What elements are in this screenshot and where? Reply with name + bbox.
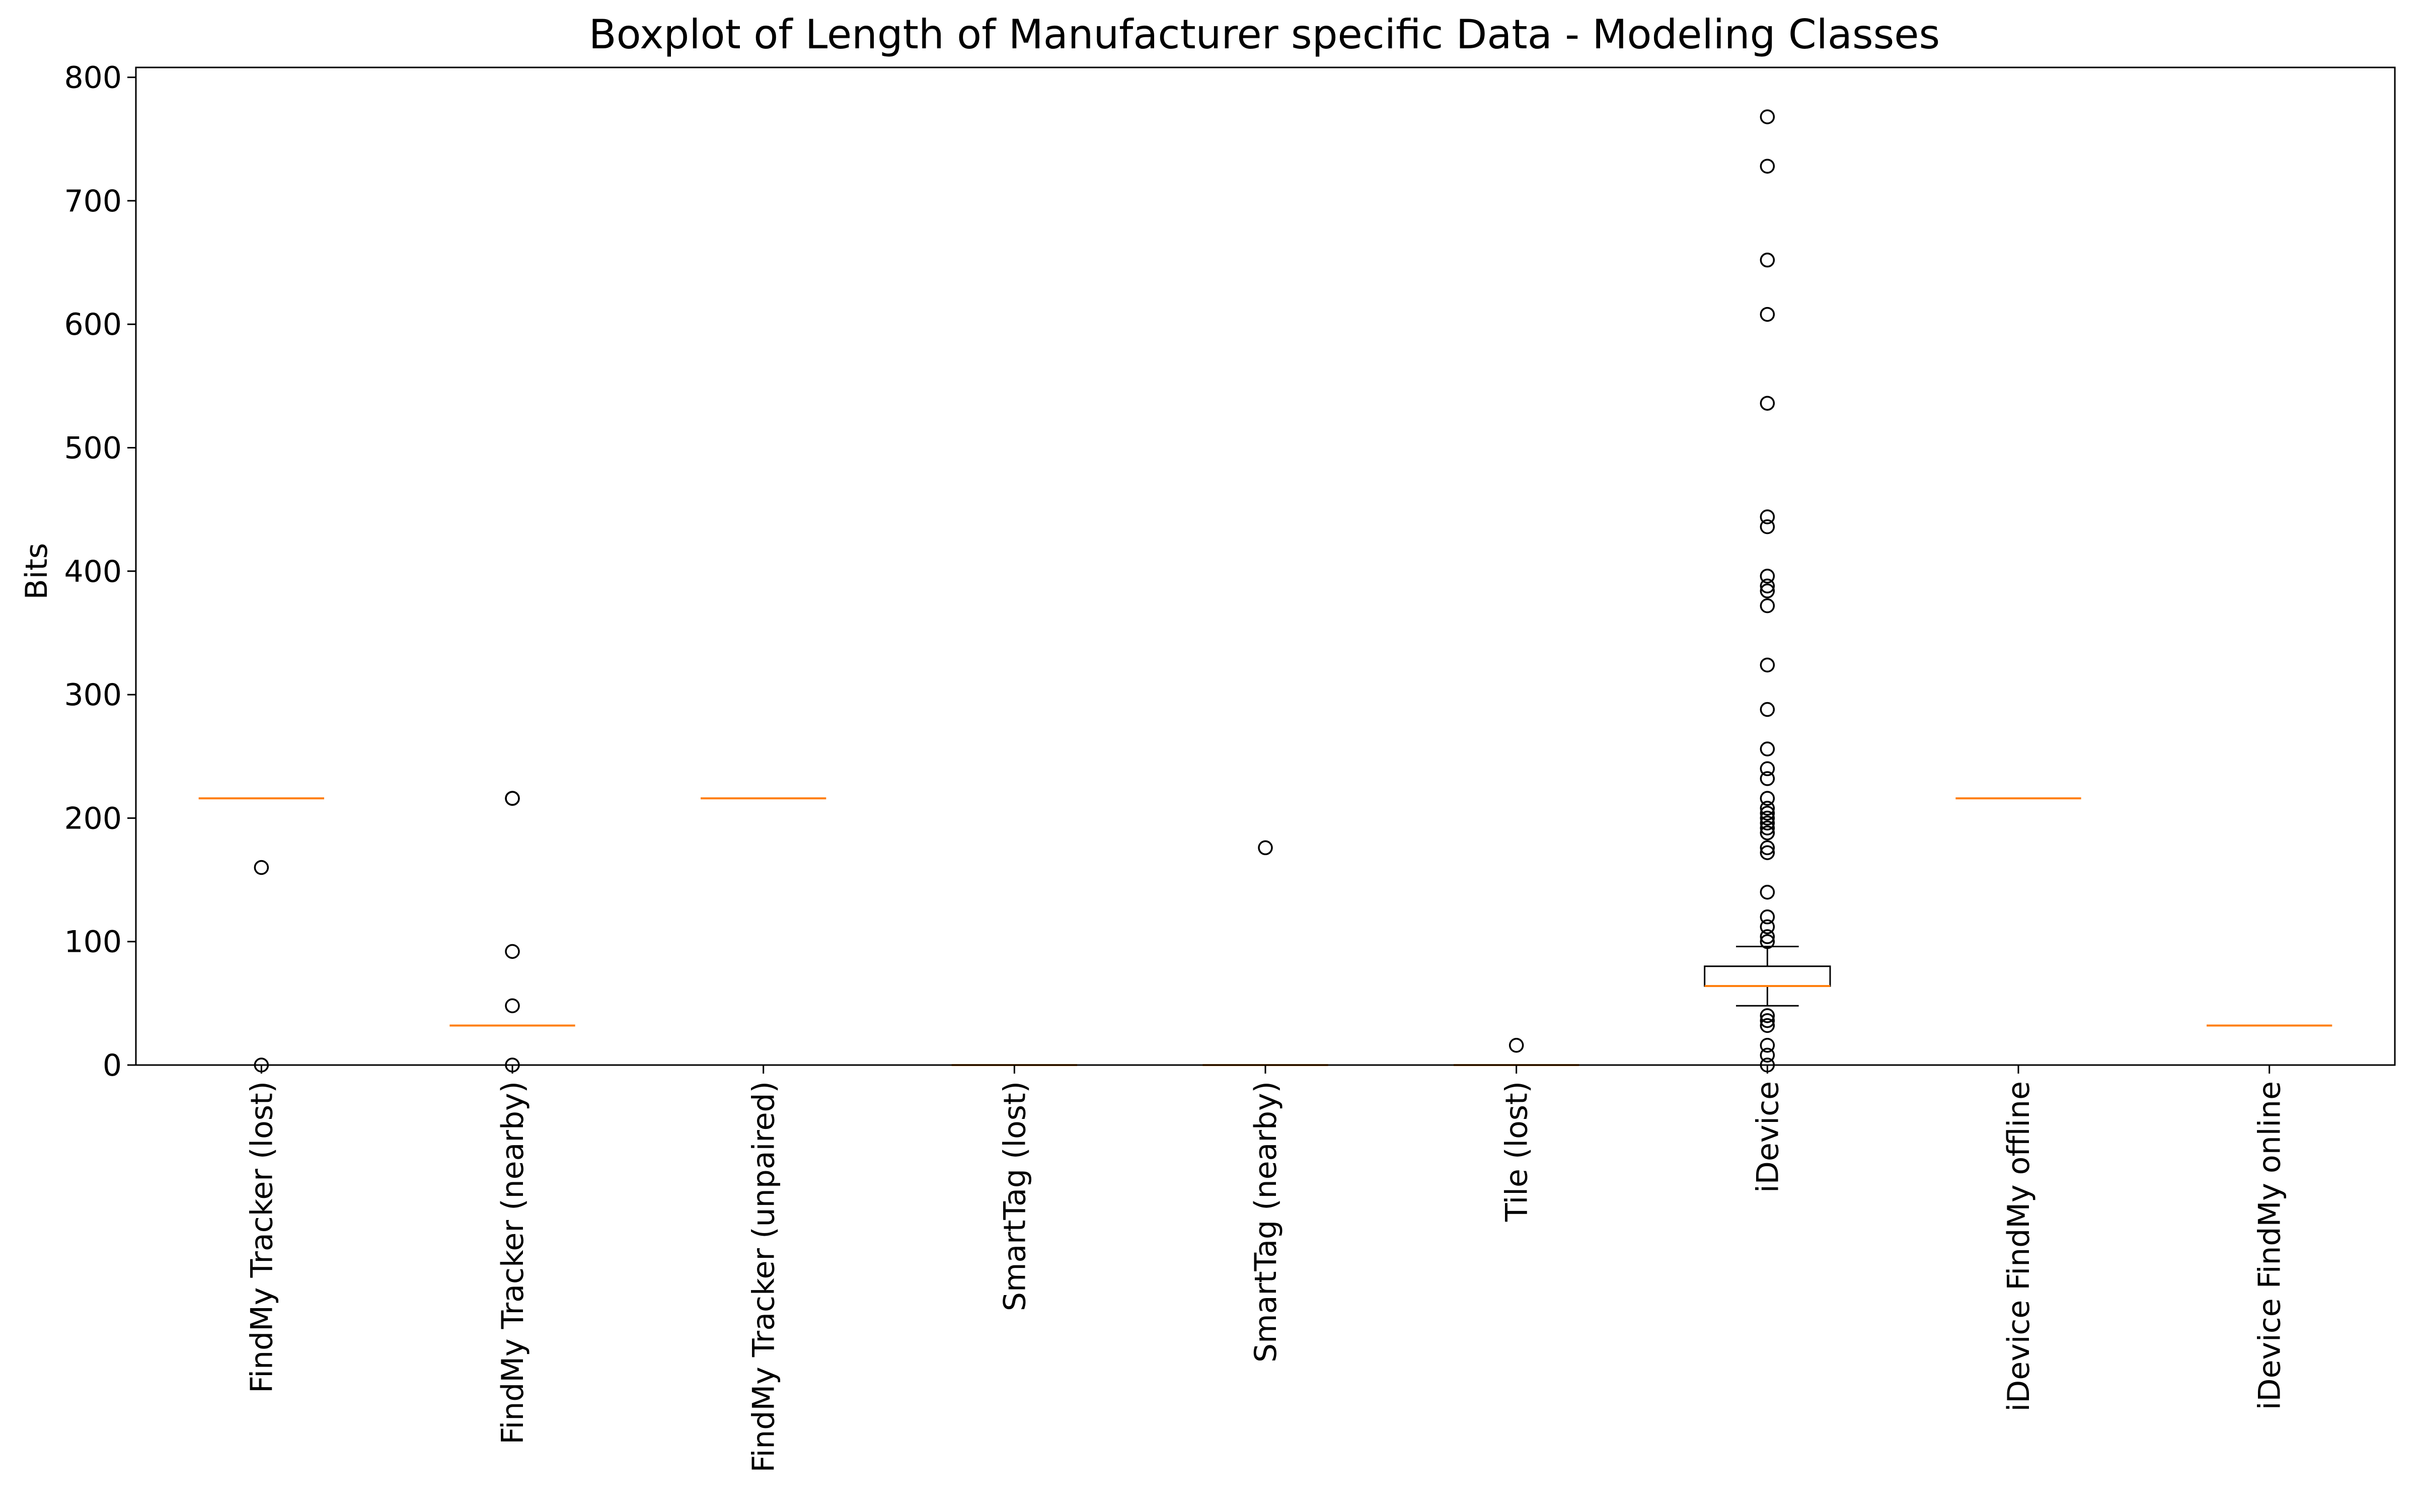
flier-point <box>505 791 520 806</box>
flier-point <box>1760 109 1775 124</box>
x-tick-label: iDevice FindMy offline <box>2001 1081 2036 1412</box>
y-tick-label: 100 <box>64 925 122 960</box>
flier-point <box>1760 825 1775 841</box>
y-tick-label: 500 <box>64 431 122 466</box>
x-tick-label: SmartTag (lost) <box>997 1081 1032 1311</box>
flier-point <box>1760 909 1775 925</box>
flier-point <box>1760 741 1775 757</box>
flier-point <box>1760 929 1775 944</box>
flier-point <box>1760 1047 1775 1063</box>
flier-point <box>1760 307 1775 322</box>
flier-point <box>1760 791 1775 806</box>
y-tick-label: 300 <box>64 677 122 713</box>
flier-point <box>1760 583 1775 598</box>
flier-point <box>1760 884 1775 900</box>
plot-area: 0 100 200 300 400 500 600 700 800 FindMy Tracker … <box>64 60 2396 1473</box>
flier-point <box>1760 1018 1775 1033</box>
flier-point <box>1760 509 1775 524</box>
y-tick-label: 700 <box>64 184 122 219</box>
flier-point <box>1760 568 1775 584</box>
flier-point <box>1760 840 1775 856</box>
flier-point <box>1760 934 1775 949</box>
flier-point <box>1760 919 1775 935</box>
x-tick-label: SmartTag (nearby) <box>1248 1081 1284 1363</box>
flier-point <box>1760 761 1775 777</box>
flier-point <box>1760 815 1775 830</box>
y-tick-label: 400 <box>64 554 122 589</box>
flier-point <box>1258 840 1273 856</box>
y-tick-label: 200 <box>64 801 122 836</box>
flier-point <box>1760 657 1775 672</box>
flier-point <box>1760 598 1775 614</box>
y-tick-label: 0 <box>103 1048 122 1083</box>
flier-point <box>1760 820 1775 836</box>
y-tick-label: 600 <box>64 307 122 342</box>
y-axis-label: Bits <box>19 543 54 600</box>
x-tick-label: FindMy Tracker (nearby) <box>495 1081 531 1445</box>
flier-point <box>1760 845 1775 860</box>
flier-point <box>1760 810 1775 826</box>
flier-point <box>1760 252 1775 268</box>
flier-point <box>1760 159 1775 174</box>
flier-point <box>1760 396 1775 411</box>
x-tick-label: iDevice <box>1750 1081 1785 1193</box>
x-tick-label: Tile (lost) <box>1499 1081 1535 1222</box>
flier-point <box>1508 1038 1524 1053</box>
flier-point <box>1760 702 1775 717</box>
axes-frame <box>135 66 2396 1066</box>
y-tick-label: 800 <box>64 60 122 96</box>
flier-point <box>254 860 269 875</box>
flier-point <box>505 944 520 959</box>
flier-point <box>1760 1013 1775 1028</box>
flier-point <box>1760 578 1775 593</box>
x-tick-label: FindMy Tracker (lost) <box>244 1081 279 1393</box>
flier-point <box>1760 519 1775 535</box>
flier-point <box>1760 1038 1775 1053</box>
chart-title: Boxplot of Length of Manufacturer specif… <box>589 11 1940 58</box>
flier-point <box>505 998 520 1014</box>
x-tick-label: iDevice FindMy online <box>2252 1081 2288 1410</box>
flier-point <box>1760 801 1775 816</box>
x-tick-label: FindMy Tracker (unpaired) <box>746 1081 782 1473</box>
flier-point <box>1760 771 1775 786</box>
flier-point <box>1760 805 1775 821</box>
flier-point <box>1760 1008 1775 1023</box>
